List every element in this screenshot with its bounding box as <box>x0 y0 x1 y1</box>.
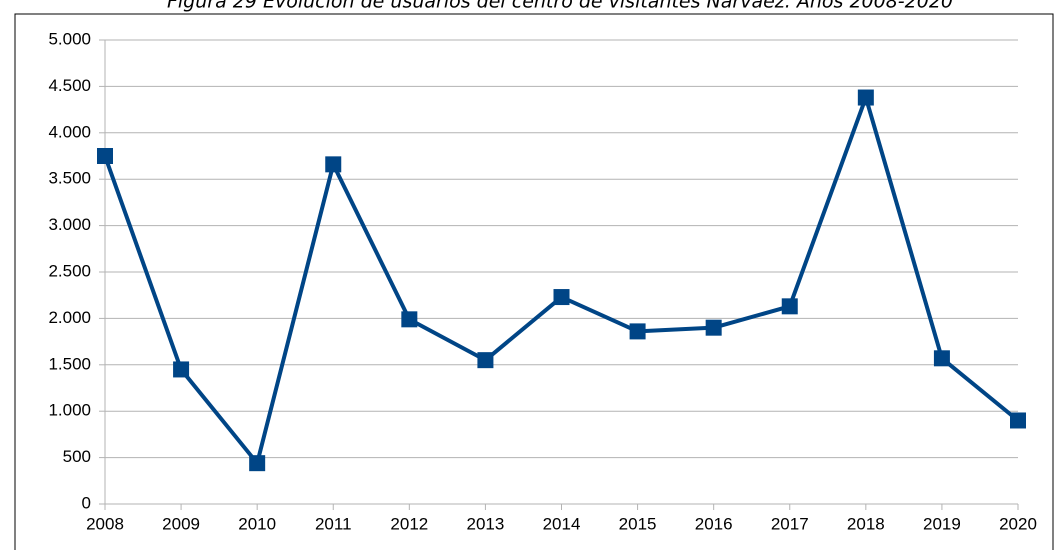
data-point <box>401 311 418 328</box>
x-tick-label: 2009 <box>162 514 200 533</box>
data-point <box>477 352 494 369</box>
data-point <box>781 298 798 315</box>
y-tick-label: 5.000 <box>48 29 91 48</box>
x-tick-label: 2012 <box>390 514 428 533</box>
data-point <box>705 319 722 336</box>
x-tick-label: 2016 <box>695 514 733 533</box>
data-point <box>325 156 342 173</box>
data-point <box>173 361 190 378</box>
y-tick-label: 0 <box>82 493 91 512</box>
data-point <box>553 289 570 306</box>
x-tick-label: 2013 <box>467 514 505 533</box>
data-point <box>97 148 113 164</box>
y-tick-label: 3.000 <box>48 215 91 234</box>
y-tick-label: 500 <box>63 447 91 466</box>
x-tick-label: 2018 <box>847 514 885 533</box>
chart-border <box>14 13 1054 555</box>
y-tick-label: 1.500 <box>48 354 91 373</box>
y-tick-label: 1.000 <box>48 401 91 420</box>
data-point <box>857 89 874 106</box>
y-tick-label: 2.500 <box>48 261 91 280</box>
y-tick-label: 3.500 <box>48 169 91 188</box>
x-tick-label: 2019 <box>923 514 961 533</box>
y-tick-label: 4.500 <box>48 76 91 95</box>
y-tick-label: 4.000 <box>48 122 91 141</box>
x-tick-label: 2011 <box>315 514 352 533</box>
x-tick-label: 2020 <box>999 514 1037 533</box>
x-tick-label: 2015 <box>619 514 657 533</box>
x-tick-label: 2014 <box>543 514 581 533</box>
x-tick-label: 2008 <box>86 514 124 533</box>
data-point <box>933 350 950 367</box>
x-tick-label: 2017 <box>771 514 809 533</box>
x-tick-label: 2010 <box>238 514 276 533</box>
data-line <box>103 95 1020 466</box>
data-point <box>1010 412 1026 429</box>
data-point <box>249 455 266 472</box>
chart-title: Figura 29 Evolución de usuarios del cent… <box>167 0 953 13</box>
data-point <box>629 323 646 340</box>
y-tick-label: 2.000 <box>48 308 91 327</box>
